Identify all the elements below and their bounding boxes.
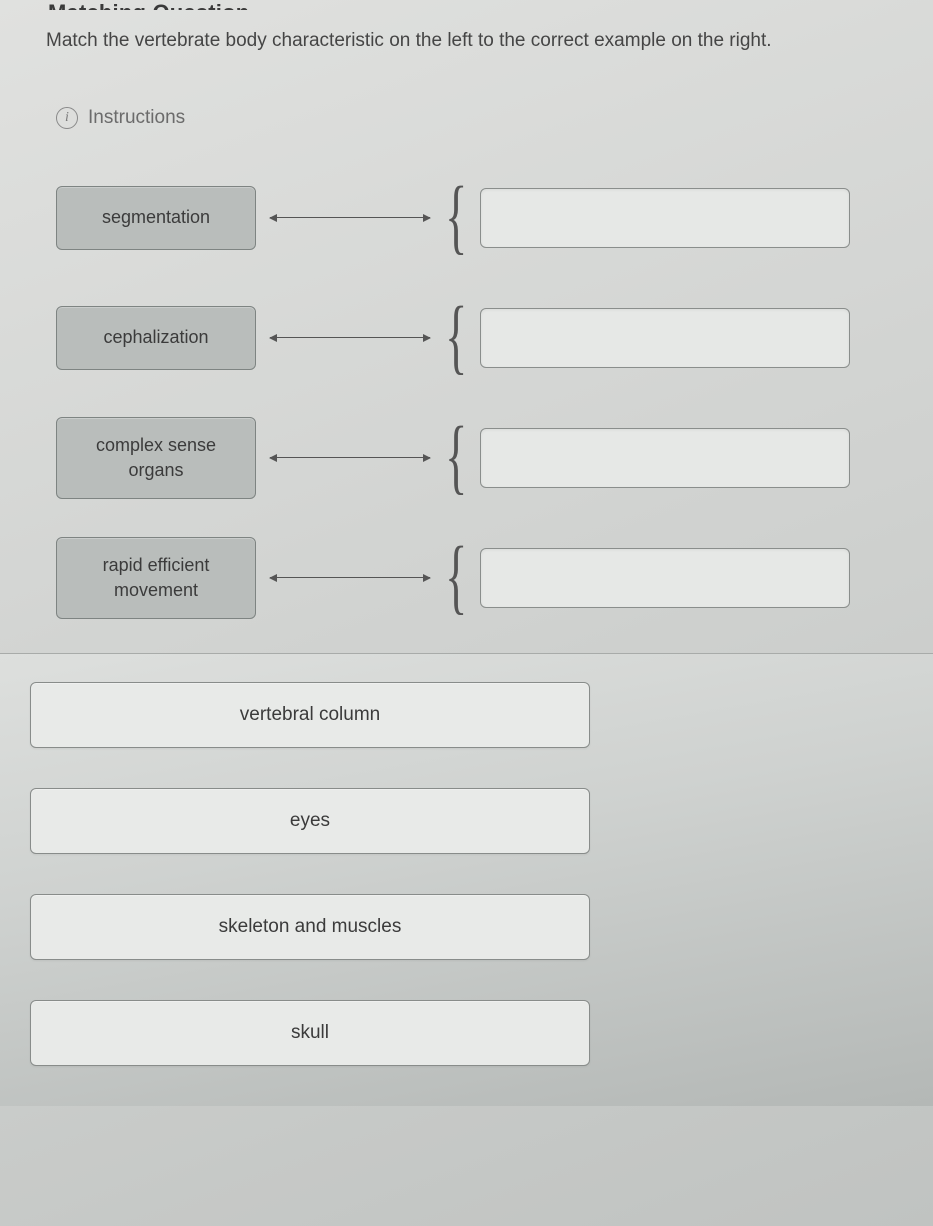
match-row: complex sense organs { <box>56 413 915 503</box>
connector-line <box>270 217 430 219</box>
left-term-cephalization[interactable]: cephalization <box>56 306 256 370</box>
brace-icon: { <box>445 192 467 242</box>
drop-target[interactable] <box>480 188 850 248</box>
match-area: segmentation { cephalization { complex s… <box>18 129 915 623</box>
left-term-complex-sense-organs[interactable]: complex sense organs <box>56 417 256 499</box>
connector-line <box>270 337 430 339</box>
brace-icon: { <box>445 432 467 482</box>
brace-icon: { <box>445 552 467 602</box>
match-row: cephalization { <box>56 293 915 383</box>
match-row: rapid efficient movement { <box>56 533 915 623</box>
question-prompt: Match the vertebrate body characteristic… <box>18 10 915 55</box>
drop-target[interactable] <box>480 308 850 368</box>
matching-question-page: Matching Question Match the vertebrate b… <box>0 0 933 1106</box>
question-type-heading: Matching Question <box>18 0 915 10</box>
connector-line <box>270 577 430 579</box>
answer-option[interactable]: vertebral column <box>30 682 590 748</box>
info-icon: i <box>56 107 78 129</box>
left-term-rapid-efficient-movement[interactable]: rapid efficient movement <box>56 537 256 619</box>
left-term-segmentation[interactable]: segmentation <box>56 186 256 250</box>
answer-option[interactable]: skeleton and muscles <box>30 894 590 960</box>
drop-target[interactable] <box>480 548 850 608</box>
answer-option[interactable]: skull <box>30 1000 590 1066</box>
instructions-label: Instructions <box>88 107 185 129</box>
instructions-link[interactable]: i Instructions <box>18 55 915 129</box>
drop-target[interactable] <box>480 428 850 488</box>
connector-line <box>270 457 430 459</box>
answer-bank: vertebral column eyes skeleton and muscl… <box>0 653 933 1106</box>
answer-option[interactable]: eyes <box>30 788 590 854</box>
brace-icon: { <box>445 312 467 362</box>
match-row: segmentation { <box>56 173 915 263</box>
